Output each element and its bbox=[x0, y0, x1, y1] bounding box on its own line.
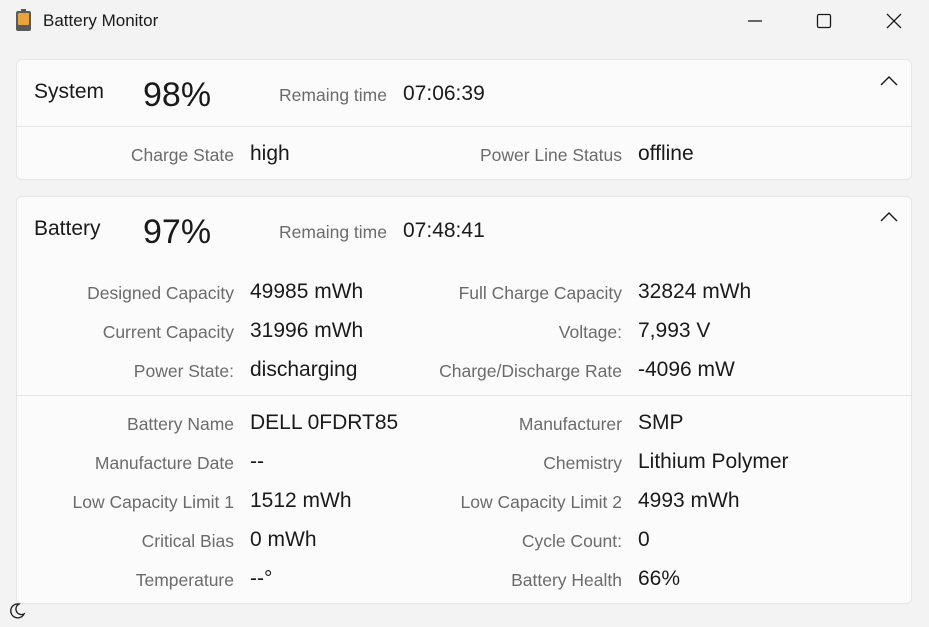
maximize-button[interactable] bbox=[801, 0, 847, 42]
rate-label: Charge/Discharge Rate bbox=[439, 361, 622, 381]
charge-state-value: high bbox=[250, 142, 290, 165]
window-title: Battery Monitor bbox=[43, 11, 159, 30]
system-remaining-label: Remaing time bbox=[279, 85, 387, 105]
battery-name-label: Battery Name bbox=[127, 414, 234, 434]
battery-name-value: DELL 0FDRT85 bbox=[250, 411, 399, 434]
low-capacity-1-value: 1512 mWh bbox=[250, 489, 352, 512]
chemistry-label: Chemistry bbox=[543, 453, 622, 473]
current-capacity-value: 31996 mWh bbox=[250, 319, 364, 342]
low-capacity-1-label: Low Capacity Limit 1 bbox=[72, 492, 234, 512]
manufacturer-value: SMP bbox=[638, 411, 684, 434]
minimize-icon bbox=[748, 20, 762, 22]
battery-health-value: 66% bbox=[638, 567, 681, 590]
power-line-label: Power Line Status bbox=[479, 145, 622, 165]
manufacture-date-value: -- bbox=[250, 450, 264, 473]
cycle-count-label: Cycle Count: bbox=[521, 531, 622, 551]
battery-card: Battery 97% Remaing time 07:48:41 Design… bbox=[16, 196, 912, 604]
chevron-up-icon[interactable] bbox=[879, 210, 899, 224]
temperature-value: --° bbox=[250, 567, 273, 590]
system-remaining-value: 07:06:39 bbox=[403, 82, 485, 105]
battery-icon bbox=[16, 9, 31, 31]
system-card: System 98% Remaing time 07:06:39 Charge … bbox=[16, 59, 912, 180]
battery-title: Battery bbox=[34, 217, 101, 240]
system-percent: 98% bbox=[143, 76, 212, 114]
temperature-label: Temperature bbox=[135, 570, 234, 590]
minimize-button[interactable] bbox=[731, 0, 777, 42]
low-capacity-2-value: 4993 mWh bbox=[638, 489, 740, 512]
designed-capacity-value: 49985 mWh bbox=[250, 280, 364, 303]
chevron-up-icon[interactable] bbox=[879, 74, 899, 88]
power-state-label: Power State: bbox=[133, 361, 234, 381]
voltage-value: 7,993 V bbox=[638, 319, 711, 342]
full-charge-value: 32824 mWh bbox=[638, 280, 752, 303]
cycle-count-value: 0 bbox=[638, 528, 650, 551]
chemistry-value: Lithium Polymer bbox=[638, 450, 789, 473]
battery-percent: 97% bbox=[143, 213, 212, 251]
system-title: System bbox=[34, 80, 105, 103]
manufacture-date-label: Manufacture Date bbox=[94, 453, 234, 473]
designed-capacity-label: Designed Capacity bbox=[87, 283, 234, 303]
power-line-value: offline bbox=[638, 142, 694, 165]
maximize-icon bbox=[816, 13, 832, 29]
rate-value: -4096 mW bbox=[638, 358, 735, 381]
low-capacity-2-label: Low Capacity Limit 2 bbox=[460, 492, 622, 512]
system-divider bbox=[17, 126, 911, 127]
charge-state-label: Charge State bbox=[130, 145, 234, 165]
battery-divider bbox=[17, 395, 911, 396]
close-button[interactable] bbox=[871, 0, 917, 42]
critical-bias-value: 0 mWh bbox=[250, 528, 317, 551]
power-state-value: discharging bbox=[250, 358, 358, 381]
manufacturer-label: Manufacturer bbox=[518, 414, 622, 434]
critical-bias-label: Critical Bias bbox=[141, 531, 234, 551]
title-bar: Battery Monitor bbox=[0, 0, 929, 42]
battery-health-label: Battery Health bbox=[511, 570, 622, 590]
voltage-label: Voltage: bbox=[558, 322, 622, 342]
close-icon bbox=[886, 13, 902, 29]
moon-icon[interactable] bbox=[8, 602, 26, 620]
full-charge-label: Full Charge Capacity bbox=[458, 283, 622, 303]
current-capacity-label: Current Capacity bbox=[102, 322, 234, 342]
battery-remaining-label: Remaing time bbox=[279, 222, 387, 242]
battery-remaining-value: 07:48:41 bbox=[403, 219, 485, 242]
